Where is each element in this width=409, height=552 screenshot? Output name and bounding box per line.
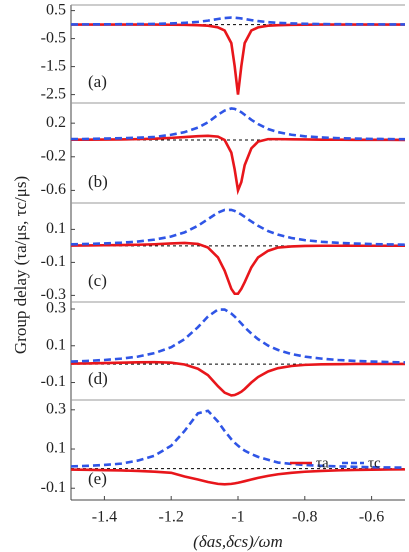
y-tick-label: -0.3 [41, 286, 66, 303]
x-tick-label: -1.2 [159, 509, 184, 526]
y-tick-label: 0.3 [46, 400, 66, 417]
legend-label: τc [368, 455, 381, 471]
legend-label: τa [316, 455, 329, 471]
series-line [70, 134, 406, 196]
series-line [70, 107, 406, 141]
y-tick-label: -2.5 [41, 85, 66, 102]
series-line [70, 208, 406, 246]
y-tick-label: -0.1 [41, 479, 66, 496]
panel-label: (d) [88, 369, 108, 388]
x-tick-label: -0.8 [292, 509, 317, 526]
series-line [70, 468, 406, 486]
y-tick-label: -0.1 [41, 253, 66, 270]
y-tick-label: -0.6 [41, 181, 66, 198]
y-tick-label: 0.1 [46, 220, 66, 237]
y-tick-label: 0.2 [46, 114, 66, 131]
panel-label: (a) [88, 72, 107, 91]
series-line [70, 360, 405, 397]
x-tick-label: -0.6 [359, 509, 384, 526]
series-line [70, 409, 406, 469]
series-line [70, 16, 406, 26]
x-tick-label: -1.4 [92, 509, 117, 526]
y-tick-label: 0.1 [46, 440, 66, 457]
y-tick-label: -1.5 [41, 57, 66, 74]
series-line [71, 23, 405, 95]
panel-label: (e) [88, 469, 107, 488]
y-tick-label: -0.1 [41, 373, 66, 390]
panel-label: (c) [88, 271, 107, 290]
y-tick-label: 0.1 [46, 336, 66, 353]
panel-label: (b) [88, 172, 108, 191]
x-tick-label: -1 [231, 509, 244, 526]
y-tick-label: 0.3 [46, 300, 66, 317]
x-axis-label: (δas,δcs)/ωm [193, 532, 283, 551]
series-line [70, 241, 405, 296]
y-tick-label: -0.2 [41, 147, 66, 164]
y-tick-label: -0.5 [41, 29, 66, 46]
y-tick-label: 0.5 [46, 1, 66, 18]
series-line [70, 308, 406, 364]
y-axis-label: Group delay (τa/μs, τc/μs) [11, 176, 30, 354]
